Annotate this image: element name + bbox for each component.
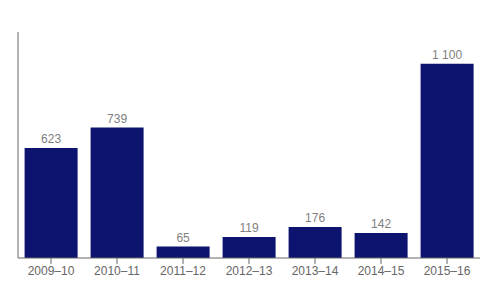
svg-text:2009–10: 2009–10	[28, 264, 75, 278]
svg-text:142: 142	[371, 217, 391, 231]
svg-text:2011–12: 2011–12	[160, 264, 206, 278]
svg-text:176: 176	[305, 211, 325, 225]
svg-text:2015–16: 2015–16	[424, 264, 471, 278]
svg-text:2014–15: 2014–15	[358, 264, 405, 278]
svg-text:739: 739	[107, 112, 127, 126]
svg-text:65: 65	[176, 231, 190, 245]
svg-text:2012–13: 2012–13	[226, 264, 273, 278]
svg-text:119: 119	[240, 221, 259, 235]
svg-text:2013–14: 2013–14	[292, 264, 339, 278]
svg-text:1 100: 1 100	[432, 48, 462, 62]
svg-text:623: 623	[41, 132, 61, 146]
svg-text:2010–11: 2010–11	[94, 264, 140, 278]
